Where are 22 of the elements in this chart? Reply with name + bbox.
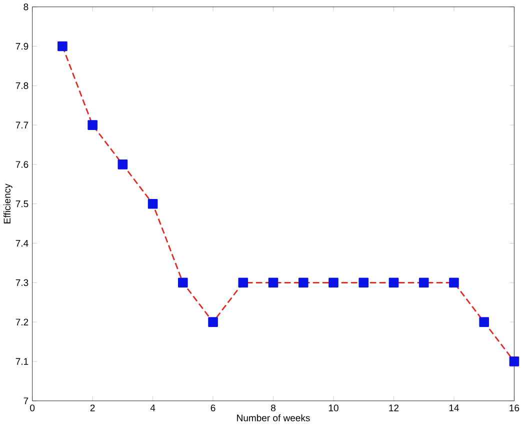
- y-tick-label: 7.9: [16, 42, 28, 50]
- y-tick-label: 7.5: [16, 200, 28, 208]
- y-tick-label: 7.3: [16, 279, 28, 286]
- x-tick-label: 16: [510, 404, 520, 412]
- y-tick-label: 7.2: [16, 318, 28, 326]
- x-axis-title: Number of weeks: [237, 414, 310, 422]
- y-tick-label: 7.6: [16, 161, 28, 168]
- x-tick-label: 8: [271, 404, 276, 412]
- y-tick-label: 7: [24, 398, 28, 404]
- y-tick-label: 8: [24, 4, 28, 10]
- x-tick-label: 4: [150, 404, 156, 412]
- y-tick-label: 7.7: [16, 122, 28, 128]
- x-tick-label: 2: [90, 404, 95, 412]
- x-tick-label: 0: [30, 404, 35, 412]
- x-tick-label: 12: [389, 404, 399, 412]
- x-tick-label: 6: [210, 404, 216, 412]
- y-tick-label: 7.4: [16, 240, 28, 247]
- x-tick-label: 14: [449, 404, 459, 412]
- y-tick-label: 7.8: [16, 82, 28, 90]
- y-tick-label: 7.1: [16, 358, 28, 365]
- y-axis-title: Efficiency: [4, 184, 12, 224]
- x-tick-label: 10: [328, 404, 338, 412]
